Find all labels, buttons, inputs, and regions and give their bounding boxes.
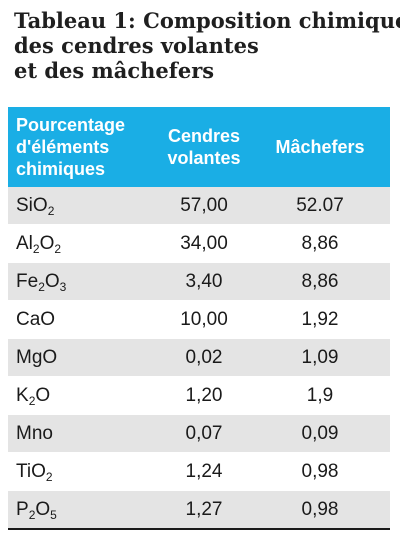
table-row: Al2O2 34,00 8,86 (8, 224, 390, 263)
formula-text: O (44, 270, 60, 292)
header-line: chimiques (16, 159, 106, 179)
caption-line-2: des cendres volantes (14, 33, 259, 58)
table-row: MgO 0,02 1,09 (8, 338, 390, 377)
cell-machefers: 1,09 (250, 338, 390, 377)
formula-subscript: 3 (59, 279, 67, 294)
cell-machefers: 0,98 (250, 452, 390, 491)
cell-machefers: 1,9 (250, 376, 390, 415)
cell-cendres-volantes: 34,00 (158, 224, 250, 263)
formula-text: P (16, 498, 29, 520)
cell-machefers: 52.07 (250, 187, 390, 225)
header-machefers: Mâchefers (250, 107, 390, 187)
cell-formula: Mno (8, 414, 158, 453)
cell-cendres-volantes: 10,00 (158, 300, 250, 339)
formula-text: Al (16, 232, 33, 254)
cell-formula: Al2O2 (8, 224, 158, 263)
caption-line-1: Tableau 1: Composition chimique (14, 8, 400, 33)
table-caption: Tableau 1: Composition chimique des cend… (14, 8, 400, 83)
cell-formula: Fe2O3 (8, 262, 158, 301)
cell-cendres-volantes: 57,00 (158, 187, 250, 225)
header-line: volantes (167, 148, 241, 168)
cell-formula: K2O (8, 376, 158, 415)
header-cendres-volantes: Cendres volantes (158, 107, 250, 187)
cell-machefers: 0,09 (250, 414, 390, 453)
table-row: CaO 10,00 1,92 (8, 300, 390, 339)
formula-text: Mno (16, 422, 53, 444)
table-row: Fe2O3 3,40 8,86 (8, 262, 390, 301)
formula-subscript: 5 (50, 507, 57, 522)
cell-formula: P2O5 (8, 490, 158, 530)
header-line: Pourcentage (16, 115, 126, 135)
cell-machefers: 0,98 (250, 490, 390, 530)
formula-text: O (35, 384, 51, 406)
cell-formula: SiO2 (8, 187, 158, 225)
cell-formula: MgO (8, 338, 158, 377)
cell-machefers: 1,92 (250, 300, 390, 339)
formula-subscript: 2 (45, 469, 53, 484)
cell-cendres-volantes: 3,40 (158, 262, 250, 301)
table-body: SiO2 57,00 52.07 Al2O2 34,00 8,86 Fe2O3 3,40 8,8… (8, 187, 390, 530)
cell-machefers: 8,86 (250, 262, 390, 301)
cell-cendres-volantes: 1,27 (158, 490, 250, 530)
table-row: P2O5 1,27 0,98 (8, 490, 390, 530)
cell-formula: TiO2 (8, 452, 158, 491)
cell-machefers: 8,86 (250, 224, 390, 263)
header-line: d'éléments (16, 137, 110, 157)
cell-cendres-volantes: 1,20 (158, 376, 250, 415)
composition-table: Pourcentage d'éléments chimiques Cendres… (8, 107, 390, 530)
caption-line-3: et des mâchefers (14, 58, 215, 83)
formula-subscript: 2 (32, 241, 40, 256)
cell-cendres-volantes: 0,02 (158, 338, 250, 377)
table-row: Mno 0,07 0,09 (8, 414, 390, 453)
cell-cendres-volantes: 0,07 (158, 414, 250, 453)
table-header-row: Pourcentage d'éléments chimiques Cendres… (8, 107, 390, 187)
formula-text: K (16, 384, 29, 406)
cell-formula: CaO (8, 300, 158, 339)
formula-text: O (39, 232, 55, 254)
formula-text: CaO (16, 308, 56, 330)
formula-text: O (35, 498, 51, 520)
cell-cendres-volantes: 1,24 (158, 452, 250, 491)
formula-text: Fe (16, 270, 39, 292)
formula-subscript: 2 (54, 241, 62, 256)
table-row: TiO2 1,24 0,98 (8, 452, 390, 491)
formula-subscript: 2 (38, 279, 45, 294)
table-row: SiO2 57,00 52.07 (8, 187, 390, 225)
table-row: K2O 1,20 1,9 (8, 376, 390, 415)
formula-subscript: 2 (28, 507, 36, 522)
header-element-percentage: Pourcentage d'éléments chimiques (8, 107, 158, 187)
formula-text: TiO (16, 460, 46, 482)
header-line: Cendres (167, 126, 241, 146)
formula-text: SiO (16, 194, 48, 216)
formula-subscript: 2 (28, 393, 36, 408)
formula-subscript: 2 (47, 203, 55, 218)
formula-text: MgO (16, 346, 58, 368)
